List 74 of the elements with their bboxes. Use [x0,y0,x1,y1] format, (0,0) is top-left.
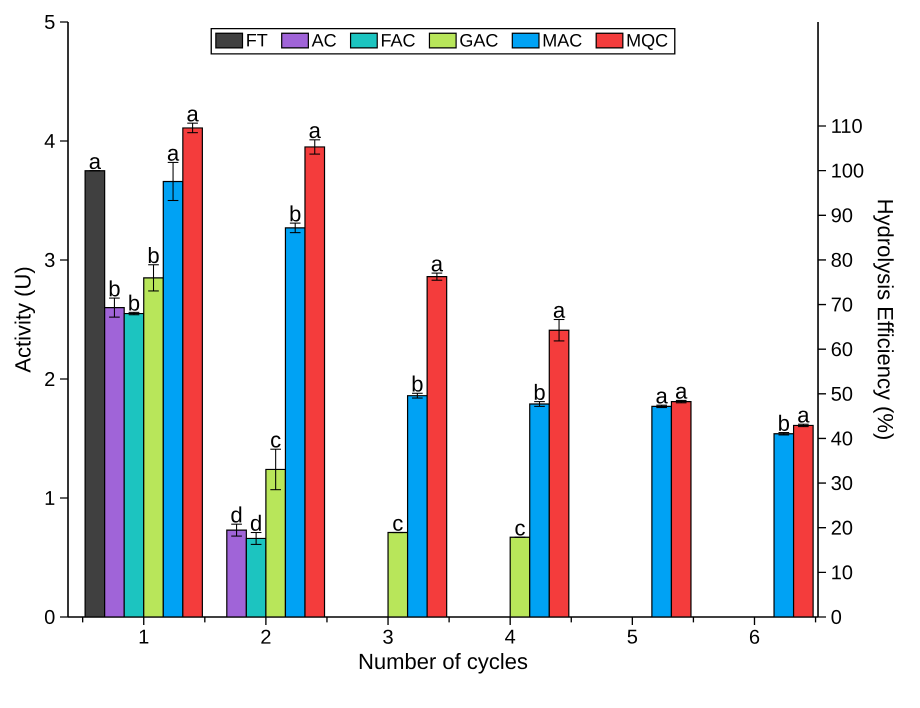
y-tick-label: 5 [44,15,54,29]
data-label: b [290,205,300,222]
legend-label: FT [247,34,268,46]
bar [104,307,125,617]
data-label: c [393,518,403,531]
y2-tick-label: 60 [832,342,852,356]
bar [162,180,184,617]
data-label: b [779,414,789,431]
x-tick-label: 6 [750,630,760,644]
data-label: b [412,376,423,392]
bar [182,127,203,617]
bar [651,406,672,617]
y2-tick-label: 80 [832,252,852,267]
data-label: c [515,524,525,536]
bar [265,468,286,617]
y-tick-label: 0 [44,610,54,624]
data-label: a [168,148,180,161]
y2-tick-label: 0 [832,610,842,624]
data-label: d [231,506,242,523]
x-tick-label: 1 [140,630,148,644]
data-label: a [554,306,566,318]
bar [143,277,164,617]
y2-tick-label: 40 [831,431,852,446]
y2-tick-label: 50 [832,386,852,401]
data-label: b [148,247,159,264]
y-tick-label: 1 [46,491,54,505]
x-tick-label: 2 [261,630,270,644]
x-axis-title: Number of cycles [360,653,528,674]
data-label: a [798,410,810,423]
bar [792,424,814,617]
bar [226,530,247,617]
data-label: d [250,514,261,531]
data-label: b [534,384,545,400]
data-label: a [432,259,444,272]
y-axis-title: Activity (U) [14,268,36,373]
data-label: a [310,126,321,138]
bar [304,146,326,617]
data-label: a [676,386,688,399]
y2-tick-label: 100 [832,164,864,178]
y2-tick-label: 70 [832,297,852,312]
legend-label: GAC [460,34,498,47]
bar [284,227,306,617]
y2-tick-label: 10 [832,565,852,580]
y-tick-label: 2 [45,372,54,386]
y2-axis-title: Hydrolysis Efficiency (%) [873,200,894,439]
x-tick-label: 5 [628,630,638,644]
bar [670,401,692,617]
x-tick-label: 3 [383,630,393,644]
bar [387,532,408,617]
y2-tick-label: 90 [832,208,852,222]
bar [773,433,794,617]
legend-label: MQC [628,34,668,50]
bar [406,395,428,617]
legend-label: MAC [544,34,582,47]
bar [124,312,144,617]
y-tick-label: 3 [44,252,54,268]
data-label: a [90,157,101,170]
y2-tick-label: 20 [832,520,852,535]
data-label: b [129,294,140,311]
data-label: b [110,280,120,296]
data-label: a [656,392,668,404]
bar [246,538,266,617]
y-tick-label: 4 [44,134,55,148]
bar [426,276,448,617]
data-label: a [187,110,199,122]
y2-tick-label: 30 [831,476,852,490]
bar [510,536,530,617]
x-tick-label: 4 [505,630,516,644]
legend-label: FAC [382,34,415,47]
legend-label: AC [312,34,336,47]
bar [529,403,550,617]
y2-tick-label: 110 [832,118,862,134]
data-label: c [271,436,281,448]
bar [548,330,570,617]
